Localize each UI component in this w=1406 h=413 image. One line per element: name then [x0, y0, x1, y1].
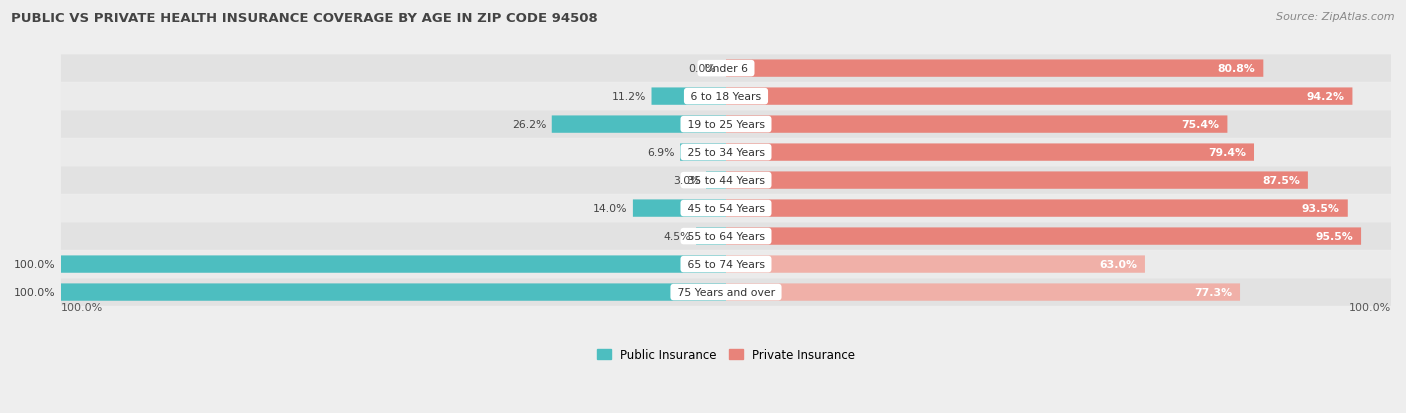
Text: 95.5%: 95.5%	[1316, 232, 1353, 242]
FancyBboxPatch shape	[60, 256, 725, 273]
FancyBboxPatch shape	[681, 144, 725, 161]
FancyBboxPatch shape	[696, 228, 725, 245]
Text: Source: ZipAtlas.com: Source: ZipAtlas.com	[1277, 12, 1395, 22]
Text: 100.0%: 100.0%	[14, 259, 56, 269]
Text: 100.0%: 100.0%	[14, 287, 56, 297]
FancyBboxPatch shape	[706, 172, 725, 189]
Legend: Public Insurance, Private Insurance: Public Insurance, Private Insurance	[592, 343, 860, 366]
FancyBboxPatch shape	[60, 139, 1391, 166]
Text: 75 Years and over: 75 Years and over	[673, 287, 779, 297]
FancyBboxPatch shape	[60, 223, 1391, 250]
Text: 100.0%: 100.0%	[1348, 302, 1391, 313]
Text: 11.2%: 11.2%	[612, 92, 647, 102]
Text: 100.0%: 100.0%	[60, 302, 103, 313]
FancyBboxPatch shape	[60, 284, 725, 301]
FancyBboxPatch shape	[60, 83, 1391, 111]
FancyBboxPatch shape	[725, 60, 1264, 78]
FancyBboxPatch shape	[60, 195, 1391, 222]
Text: 55 to 64 Years: 55 to 64 Years	[683, 232, 768, 242]
Text: 77.3%: 77.3%	[1194, 287, 1232, 297]
Text: 19 to 25 Years: 19 to 25 Years	[683, 120, 768, 130]
FancyBboxPatch shape	[60, 55, 1391, 83]
Text: 80.8%: 80.8%	[1218, 64, 1256, 74]
Text: 6.9%: 6.9%	[647, 148, 675, 158]
FancyBboxPatch shape	[725, 284, 1240, 301]
FancyBboxPatch shape	[725, 116, 1227, 133]
FancyBboxPatch shape	[60, 251, 1391, 278]
FancyBboxPatch shape	[633, 200, 725, 217]
Text: 3.0%: 3.0%	[673, 176, 700, 186]
Text: 63.0%: 63.0%	[1099, 259, 1137, 269]
FancyBboxPatch shape	[725, 200, 1348, 217]
Text: 65 to 74 Years: 65 to 74 Years	[683, 259, 768, 269]
Text: 75.4%: 75.4%	[1181, 120, 1219, 130]
FancyBboxPatch shape	[725, 172, 1308, 189]
Text: 79.4%: 79.4%	[1208, 148, 1246, 158]
Text: 6 to 18 Years: 6 to 18 Years	[688, 92, 765, 102]
Text: PUBLIC VS PRIVATE HEALTH INSURANCE COVERAGE BY AGE IN ZIP CODE 94508: PUBLIC VS PRIVATE HEALTH INSURANCE COVER…	[11, 12, 598, 25]
Text: 94.2%: 94.2%	[1306, 92, 1344, 102]
Text: 0.0%: 0.0%	[689, 64, 716, 74]
FancyBboxPatch shape	[725, 88, 1353, 106]
Text: 14.0%: 14.0%	[593, 204, 627, 214]
FancyBboxPatch shape	[651, 88, 725, 106]
FancyBboxPatch shape	[725, 228, 1361, 245]
FancyBboxPatch shape	[60, 111, 1391, 138]
FancyBboxPatch shape	[725, 256, 1144, 273]
Text: 26.2%: 26.2%	[512, 120, 547, 130]
Text: Under 6: Under 6	[700, 64, 751, 74]
Text: 45 to 54 Years: 45 to 54 Years	[683, 204, 768, 214]
Text: 87.5%: 87.5%	[1263, 176, 1301, 186]
FancyBboxPatch shape	[551, 116, 725, 133]
FancyBboxPatch shape	[60, 279, 1391, 306]
Text: 35 to 44 Years: 35 to 44 Years	[683, 176, 768, 186]
Text: 25 to 34 Years: 25 to 34 Years	[683, 148, 768, 158]
Text: 4.5%: 4.5%	[664, 232, 690, 242]
FancyBboxPatch shape	[60, 167, 1391, 195]
FancyBboxPatch shape	[725, 144, 1254, 161]
Text: 93.5%: 93.5%	[1302, 204, 1340, 214]
